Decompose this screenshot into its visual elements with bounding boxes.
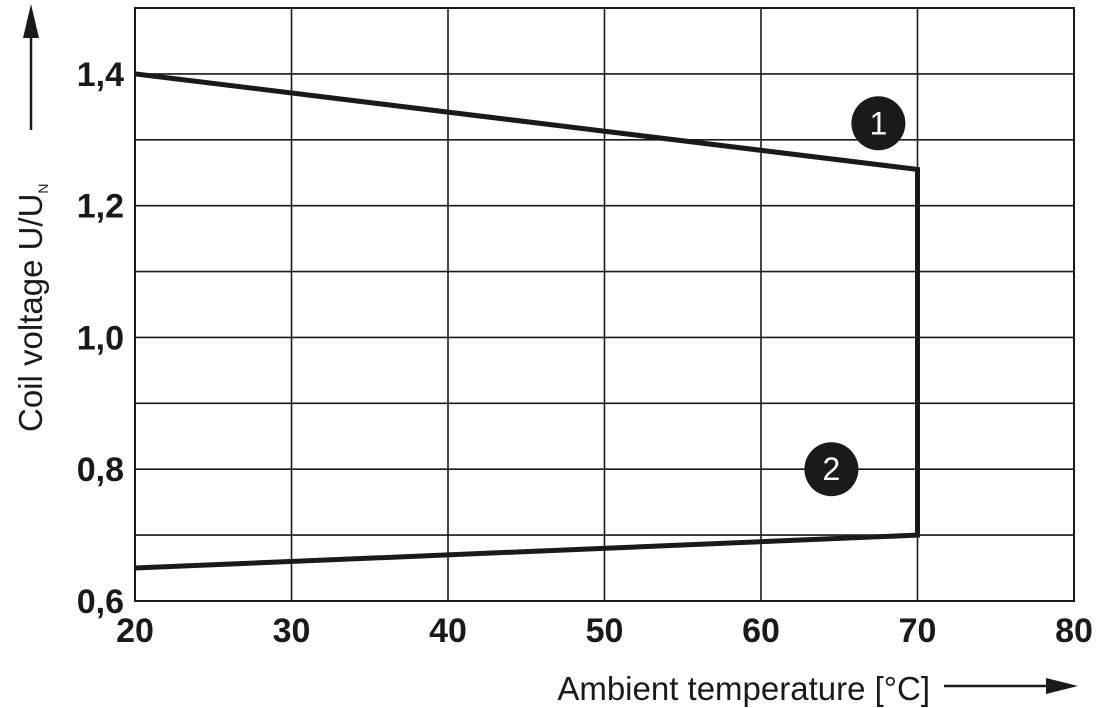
y-tick-label: 1,4: [77, 56, 124, 94]
x-tick-label: 50: [586, 612, 624, 650]
marker-label: 2: [823, 451, 841, 487]
marker-1: 1: [851, 96, 906, 151]
plot-border: [134, 7, 1075, 602]
grid: [135, 8, 1074, 601]
y-axis-title: Coil voltage U/UN: [12, 183, 51, 432]
marker-circle: [851, 96, 906, 151]
x-tick-labels: 20 30 40 50 60 70 80: [116, 612, 1093, 650]
x-tick-label: 30: [273, 612, 311, 650]
marker-circle: [804, 442, 859, 497]
x-tick-label: 20: [116, 612, 154, 650]
x-tick-label: 40: [429, 612, 467, 650]
x-tick-label: 70: [899, 612, 937, 650]
y-axis-title-subscript: N: [35, 183, 51, 193]
y-tick-label: 0,8: [77, 451, 124, 489]
y-axis-arrow-head: [23, 4, 39, 38]
series-layer: [134, 71, 920, 571]
x-axis-title: Ambient temperature [°C]: [557, 670, 930, 707]
y-tick-labels: 0,6 0,8 1,0 1,2 1,4: [77, 56, 124, 621]
curve-line: [134, 71, 920, 571]
marker-label: 1: [869, 105, 887, 141]
x-tick-label: 60: [742, 612, 780, 650]
x-tick-label: 80: [1055, 612, 1093, 650]
y-axis-title-main: Coil voltage U/U: [12, 194, 49, 432]
x-axis-arrow-head: [1046, 678, 1078, 694]
annotation-layer: 12: [804, 96, 906, 497]
y-tick-label: 0,6: [77, 583, 124, 621]
plot-frame: [134, 7, 1075, 602]
marker-2: 2: [804, 442, 859, 497]
y-tick-label: 1,2: [77, 188, 124, 226]
y-tick-label: 1,0: [77, 319, 124, 357]
